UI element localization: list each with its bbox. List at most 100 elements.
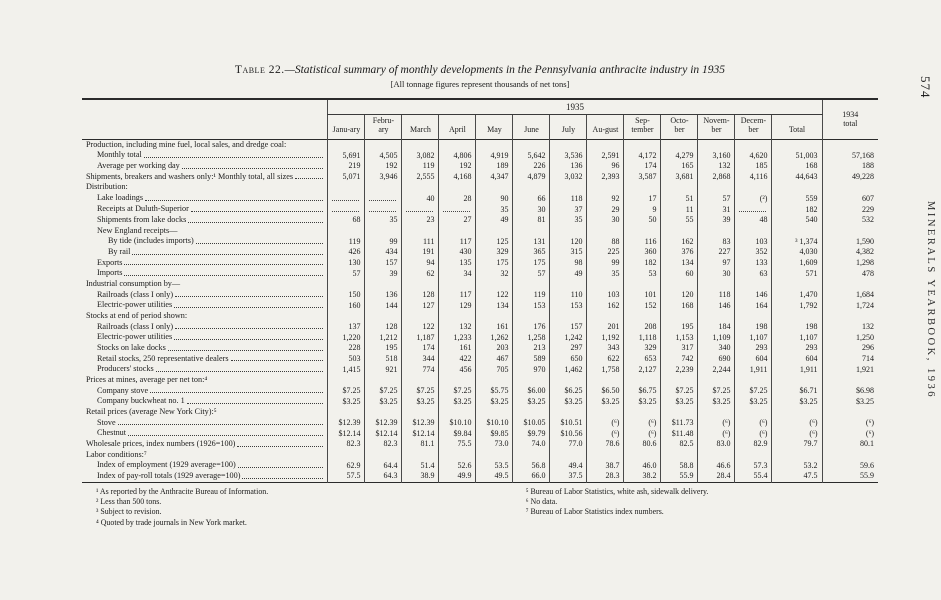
value-cell: 119 bbox=[327, 236, 365, 247]
value-cell: 57 bbox=[327, 268, 365, 279]
value-cell: 82.3 bbox=[364, 439, 402, 450]
value-cell: $5.75 bbox=[475, 385, 513, 397]
value-cell: 35 bbox=[586, 268, 624, 279]
value-cell: 120 bbox=[549, 236, 587, 247]
value-cell: 161 bbox=[438, 343, 476, 354]
row-label: Railroads (class I only) bbox=[96, 289, 174, 299]
value-cell: 422 bbox=[438, 353, 476, 365]
value-cell: 4,919 bbox=[475, 150, 513, 161]
row-label: Index of employment (1929 average=100) bbox=[96, 460, 236, 470]
value-cell: 132 bbox=[821, 321, 879, 333]
value-cell bbox=[697, 407, 735, 418]
footnote: ⁴ Quoted by trade journals in New York m… bbox=[96, 517, 247, 527]
table-row: Railroads (class I only) 137 128 122 132 161 1… bbox=[82, 321, 879, 333]
table-row: By rail 426 434 191 430 329 365 315 225 360 376 227… bbox=[82, 246, 879, 258]
value-cell bbox=[401, 278, 439, 290]
value-cell: 57,168 bbox=[821, 150, 879, 161]
value-cell: 3,587 bbox=[623, 171, 661, 183]
value-cell: 99 bbox=[364, 236, 402, 247]
table-subtitle: [All tonnage figures represent thousands… bbox=[390, 79, 570, 89]
value-cell bbox=[401, 225, 439, 237]
col-header-month: July bbox=[549, 114, 587, 140]
value-cell bbox=[438, 278, 476, 290]
value-cell: 1,590 bbox=[821, 236, 879, 247]
value-cell: 559 bbox=[771, 192, 823, 204]
value-cell: $7.25 bbox=[364, 385, 402, 397]
value-cell: $7.25 bbox=[697, 385, 735, 397]
value-cell: 49,228 bbox=[821, 171, 879, 183]
value-cell: 119 bbox=[401, 160, 439, 172]
value-cell: $3.25 bbox=[623, 396, 661, 408]
value-cell bbox=[660, 311, 698, 322]
value-cell: 83 bbox=[697, 236, 735, 247]
value-cell bbox=[438, 407, 476, 418]
value-cell: 103 bbox=[734, 236, 772, 247]
value-cell bbox=[821, 375, 879, 386]
value-cell: 2,239 bbox=[660, 364, 698, 376]
dot-leader bbox=[143, 156, 324, 158]
value-cell: 329 bbox=[475, 246, 513, 258]
value-cell bbox=[697, 182, 735, 193]
footnote: ⁶ No data. bbox=[525, 497, 558, 507]
value-cell: $9.79 bbox=[512, 428, 550, 440]
value-cell: $10.56 bbox=[549, 428, 587, 440]
value-cell bbox=[475, 278, 513, 290]
value-cell bbox=[734, 139, 772, 151]
value-cell bbox=[697, 311, 735, 322]
row-label: Shipments from lake docks bbox=[96, 214, 187, 224]
value-cell: 162 bbox=[660, 236, 698, 247]
value-cell bbox=[549, 225, 587, 237]
value-cell bbox=[401, 407, 439, 418]
value-cell: 2,868 bbox=[697, 171, 735, 183]
value-cell: 1,298 bbox=[821, 257, 879, 269]
row-label: Exports bbox=[96, 257, 123, 267]
value-cell: 1,220 bbox=[327, 332, 365, 344]
value-cell: (⁶) bbox=[623, 417, 661, 429]
value-cell: 37 bbox=[549, 203, 587, 215]
value-cell: 478 bbox=[821, 268, 879, 279]
value-cell bbox=[734, 225, 772, 237]
value-cell: $7.25 bbox=[327, 385, 365, 397]
value-cell bbox=[512, 225, 550, 237]
value-cell: 182 bbox=[623, 257, 661, 269]
dot-leader bbox=[230, 360, 324, 362]
value-cell: 157 bbox=[364, 257, 402, 269]
row-label: Stocks on lake docks bbox=[96, 343, 166, 353]
value-cell: 80.6 bbox=[623, 439, 661, 450]
value-cell: 57.5 bbox=[327, 471, 365, 483]
value-cell: 426 bbox=[327, 246, 365, 258]
table-header: 1935 1934 total Janu-ary Febru-ary March Ap… bbox=[81, 99, 879, 140]
value-cell: (⁶) bbox=[697, 428, 735, 440]
value-cell: 48 bbox=[734, 214, 772, 226]
value-cell: 116 bbox=[623, 236, 661, 247]
value-cell bbox=[401, 203, 439, 215]
value-cell: $6.98 bbox=[821, 385, 879, 397]
value-cell: 2,555 bbox=[401, 171, 439, 183]
value-cell: 293 bbox=[734, 343, 772, 354]
value-cell: $7.25 bbox=[438, 385, 476, 397]
value-cell: 160 bbox=[327, 300, 365, 311]
value-cell bbox=[364, 192, 402, 204]
value-cell bbox=[327, 203, 365, 215]
value-cell: 165 bbox=[660, 160, 698, 172]
table-row: Stocks on lake docks 228 195 174 161 203 213 29… bbox=[82, 343, 879, 354]
value-cell: 55.9 bbox=[821, 471, 879, 483]
value-cell: 53.2 bbox=[771, 460, 823, 472]
dot-leader bbox=[124, 274, 324, 276]
value-cell: $9.85 bbox=[475, 428, 513, 440]
value-cell bbox=[821, 225, 879, 237]
table-row: Electric-power utilities 160 144 127 129 134 1… bbox=[82, 300, 879, 311]
value-cell: 2,244 bbox=[697, 364, 735, 376]
value-cell: $12.14 bbox=[327, 428, 365, 440]
value-cell: 77.0 bbox=[549, 439, 587, 450]
table-row: Shipments, breakers and washers only:¹ M… bbox=[82, 171, 879, 183]
value-cell bbox=[475, 375, 513, 386]
value-cell: 571 bbox=[771, 268, 823, 279]
value-cell: 774 bbox=[401, 364, 439, 376]
value-cell bbox=[438, 203, 476, 215]
value-cell: 125 bbox=[475, 236, 513, 247]
value-cell: 122 bbox=[475, 289, 513, 301]
value-cell bbox=[327, 311, 365, 322]
value-cell: 46.0 bbox=[623, 460, 661, 472]
table-row: Retail stocks, 250 representative dealer… bbox=[82, 353, 879, 365]
